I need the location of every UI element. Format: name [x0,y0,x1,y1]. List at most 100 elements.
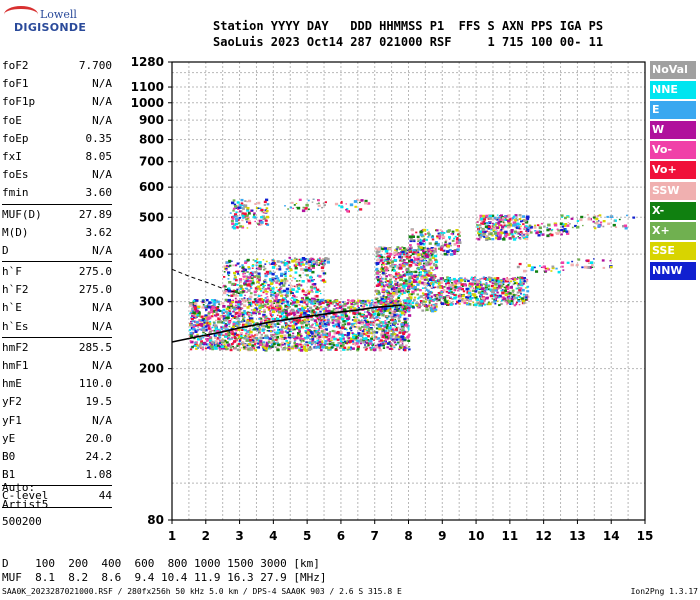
echo-point [258,306,262,309]
echo-point [258,298,262,301]
echo-point [498,285,502,288]
echo-point [275,293,279,297]
echo-point [451,230,455,233]
echo-point [483,236,486,238]
echo-point [240,298,243,300]
echo-point [281,290,285,293]
echo-point [430,281,434,284]
echo-point [407,264,410,266]
echo-point [301,307,305,310]
echo-point [215,299,218,302]
echo-point [417,303,421,306]
echo-point [409,239,413,243]
echo-point [422,265,425,268]
echo-point [298,330,301,333]
echo-point [318,318,320,320]
echo-point [379,308,382,310]
echo-point [216,330,220,333]
echo-point [263,290,265,293]
echo-point [325,315,329,318]
echo-point [229,345,233,348]
echo-point [378,280,383,284]
echo-point [405,323,409,327]
echo-point [316,345,320,349]
echo-point [439,281,444,284]
echo-point [506,218,509,221]
echo-point [372,324,374,326]
echo-point [226,318,229,321]
echo-point [224,318,228,322]
echo-point [393,333,397,336]
echo-point [473,294,477,297]
x-tick-label: 11 [502,529,519,543]
echo-point [408,276,412,279]
echo-point [228,281,232,284]
echo-point [311,331,314,334]
echo-point [286,347,289,349]
echo-point [524,287,527,289]
echo-point [434,244,437,247]
echo-point [238,309,241,311]
echo-point [322,316,326,319]
echo-point [513,294,515,296]
echo-point [244,336,246,338]
echo-point [378,327,382,331]
echo-point [272,259,274,261]
echo-point [383,256,386,258]
echo-point [563,230,566,233]
y-tick-label: 80 [147,513,164,527]
echo-point [507,219,511,223]
echo-point [232,346,234,348]
echo-point [382,296,386,299]
echo-point [395,344,397,346]
echo-point [481,302,485,305]
echo-point [411,301,415,305]
echo-point [348,347,352,350]
echo-point [357,299,361,303]
echo-point [350,322,354,326]
echo-point [191,307,194,310]
echo-point [194,302,198,305]
echo-point [425,253,428,256]
echo-point [195,325,198,327]
echo-point [527,230,530,233]
echo-point [270,330,272,332]
echo-point [294,312,297,314]
echo-point [525,294,528,297]
echo-point [311,313,315,316]
echo-point [344,328,346,330]
echo-point [379,254,383,257]
echo-point [374,317,377,319]
echo-point [405,255,409,258]
echo-point [339,304,342,307]
echo-point [290,287,293,290]
echo-point [304,310,306,312]
echo-point [506,285,508,287]
echo-point [458,234,461,237]
echo-point [254,340,258,343]
echo-point [385,263,388,265]
echo-point [368,342,372,345]
echo-point [461,300,464,303]
echo-point [262,313,266,317]
echo-point [386,331,390,335]
echo-point [427,293,430,296]
echo-point [485,234,488,237]
echo-point [500,220,503,223]
echo-point [202,305,205,307]
echo-point [426,282,430,285]
echo-point [245,332,248,335]
echo-point [291,288,295,291]
echo-point [448,284,452,287]
echo-point [218,336,222,339]
echo-point [266,290,269,293]
echo-point [356,339,360,343]
echo-point [479,303,482,306]
echo-point [298,328,301,331]
echo-point [245,321,249,324]
echo-point [222,326,225,329]
echo-point [508,297,511,299]
echo-point [509,299,512,302]
echo-point [193,301,196,304]
echo-point [454,293,458,297]
